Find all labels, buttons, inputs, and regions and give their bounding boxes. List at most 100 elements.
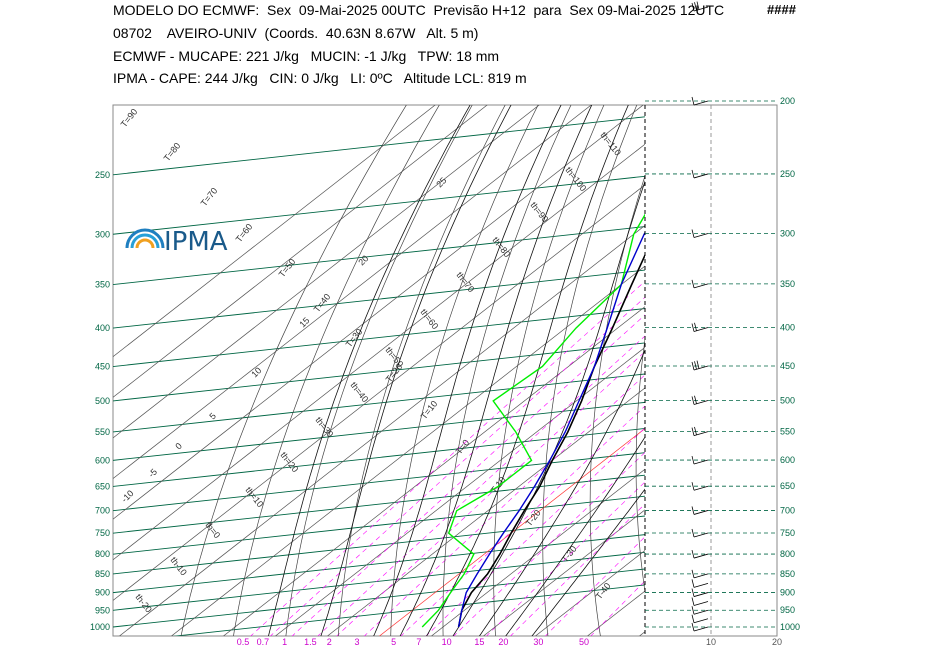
isotherm-label: T=70 [199,186,220,209]
isobar-line [113,0,645,8]
mixing-ratio-line [544,536,645,636]
pressure-label-left: 800 [95,549,110,559]
wind-barb-flag [694,322,697,331]
pressure-label-right: 300 [780,229,795,239]
mixing-ratio-line [336,351,645,636]
wind-axis-tick: 20 [772,637,782,647]
dry-adiabat-line [846,8,918,643]
dry-adiabat-label: th=80 [490,235,512,259]
wind-barb-staff [693,532,709,538]
pressure-label-left: 1000 [90,622,110,632]
pressure-label-left: 500 [95,396,110,406]
mixing-ratio-line [425,427,645,636]
dry-adiabat-label: th=20 [278,450,300,474]
wind-barb-staff [693,173,709,179]
wind-barb [691,169,709,179]
pressure-label-left: 550 [95,427,110,437]
wind-barb-staff [693,553,709,559]
wind-barb-flag [696,360,700,369]
isotherm-label: T=10 [419,399,440,422]
pressure-label-left: 900 [95,588,110,598]
pressure-label-left: 300 [95,229,110,239]
isobar-line [113,551,645,611]
wind-barb-flag [691,549,695,559]
mixing-ratio-line [269,296,645,636]
pressure-label-right: 800 [780,549,795,559]
wind-barb-flag [691,528,695,538]
isobar-line [113,308,645,367]
wind-barb [691,279,709,289]
pressure-label-right: 500 [780,395,795,405]
temperature-profile [457,253,645,628]
mixing-ratio-line [250,280,645,636]
moist-adiabat-label: -5 [146,467,159,480]
pressure-label-right: 1000 [780,622,800,632]
dry-adiabat-line [923,8,940,643]
isotherm-line [118,224,645,636]
moist-adiabat-label: 0 [173,441,184,452]
wind-barb-staff [693,582,709,588]
pressure-label-right: 250 [780,169,795,179]
wind-barb-flag [691,361,695,371]
pressure-label-right: 200 [780,96,795,106]
wind-barb [691,395,709,405]
pressure-label-right: 700 [780,505,795,515]
isotherm-label: T=80 [162,141,183,164]
wind-barb-staff [693,510,709,515]
isotherm-label: T-40 [594,581,613,601]
header-marks: #### [767,2,796,17]
header-line-3: ECMWF - MUCAPE: 221 J/kg MUCIN: -1 J/kg … [113,48,500,64]
moist-adiabat-label: 15 [297,315,311,329]
dry-adiabat-line [807,8,866,643]
wind-barb-flag [691,169,695,179]
isotherm-line [534,549,645,636]
dry-adiabat-label: th=100 [563,165,588,193]
isotherm-line [430,468,645,636]
pressure-label-left: 850 [95,569,110,579]
wind-barb [691,569,709,579]
pressure-label-left: 350 [95,280,110,290]
moist-adiabat-line [478,348,645,636]
wind-barb-staff [693,601,709,606]
wind-barb-flag [691,506,695,515]
wind-barb-staff [693,573,709,579]
isobar-line [172,584,645,636]
wind-barb-staff [693,618,709,624]
wind-barb-staff [693,592,709,597]
moist-adiabat-line [426,105,629,636]
moist-adiabat-line [531,488,645,636]
isobar-line [113,401,645,461]
wind-barb [691,622,709,632]
isotherm-line [113,105,644,520]
moist-adiabat-line [320,105,512,636]
dry-adiabat-line [233,105,440,636]
dry-adiabat-line [493,105,605,636]
moist-adiabat-label: 20 [356,253,370,267]
pressure-label-left: 250 [95,170,110,180]
isotherm-line [222,306,645,636]
mixing-ratio-line [291,314,645,636]
wind-barb-staff [693,283,709,289]
moist-adiabat-line [399,105,593,636]
dry-adiabat-label: th-10 [168,555,189,577]
wind-barb [691,528,709,538]
wind-barb-staff [693,485,709,491]
moist-adiabat-line [268,105,471,636]
pressure-label-right: 750 [780,528,795,538]
wind-barb-flag [691,279,695,288]
moist-adiabat-label: -10 [119,488,135,504]
header-line-1: MODELO DO ECMWF: Sex 09-Mai-2025 00UTC P… [113,2,725,18]
pressure-label-left: 450 [95,362,110,372]
dry-adiabat-line [542,105,638,636]
wind-barb [691,606,709,615]
isotherm-line [170,265,645,636]
wind-barb [691,482,709,491]
isotherm-line [113,105,540,439]
mixing-ratio-line [317,335,645,636]
wind-barb-flag [694,395,697,404]
dry-adiabat-label: th=40 [348,380,370,404]
isobar-line [113,568,645,628]
dry-adiabat-label: th=60 [418,307,440,331]
mixing-ratio-tick: 30 [533,637,543,647]
